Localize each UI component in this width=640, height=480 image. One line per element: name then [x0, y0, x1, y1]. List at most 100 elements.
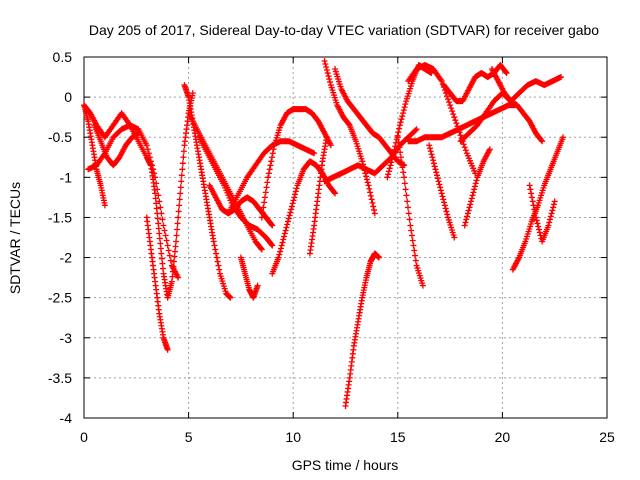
data-point [535, 223, 542, 230]
data-point [528, 190, 535, 197]
y-tick-label: 0.5 [53, 49, 73, 65]
data-point [364, 179, 371, 186]
gridlines [84, 57, 607, 418]
data-point [429, 154, 436, 161]
data-point [152, 190, 159, 197]
plot-frame [83, 56, 608, 419]
data-point [408, 227, 415, 234]
data-point [293, 185, 300, 192]
data-point [528, 194, 535, 201]
data-point [419, 282, 426, 289]
data-point [323, 67, 330, 74]
data-point [265, 174, 272, 181]
series-arc-29 [91, 122, 142, 169]
data-point [443, 208, 450, 215]
data-point [158, 255, 165, 262]
data-point [527, 186, 534, 193]
data-point [269, 150, 276, 157]
data-point [288, 206, 295, 213]
data-point [402, 186, 409, 193]
data-point [427, 148, 434, 155]
data-point [154, 186, 161, 193]
data-point [367, 189, 374, 196]
data-point [164, 242, 171, 249]
data-point [400, 110, 407, 117]
series-arc-14 [321, 58, 378, 217]
data-point [266, 166, 273, 173]
data-point [363, 173, 370, 180]
data-point [428, 70, 435, 77]
data-point [453, 120, 460, 127]
data-point [210, 238, 217, 245]
data-point [322, 61, 329, 68]
x-tick-label: 5 [185, 429, 193, 445]
data-point [168, 278, 175, 285]
series-arc-15 [332, 66, 408, 169]
x-tick-label: 10 [285, 429, 301, 445]
data-point [159, 216, 166, 223]
data-point [177, 190, 184, 197]
data-point [412, 127, 419, 134]
data-point [265, 170, 272, 177]
data-point [408, 232, 415, 239]
data-point [281, 233, 288, 240]
data-point [384, 174, 391, 181]
data-point [371, 210, 378, 217]
data-point [155, 225, 162, 232]
data-point [401, 180, 408, 187]
data-point [538, 137, 545, 144]
series-arc-28 [461, 146, 493, 229]
data-point [288, 203, 295, 210]
data-point [179, 166, 186, 173]
data-points [81, 58, 567, 409]
data-point [472, 180, 479, 187]
data-point [267, 162, 274, 169]
data-point [254, 282, 261, 289]
data-point [439, 193, 446, 200]
data-point [365, 182, 372, 189]
data-point [178, 178, 185, 185]
data-point [276, 251, 283, 258]
data-point [176, 196, 183, 203]
data-point [135, 130, 142, 137]
data-point [146, 154, 153, 161]
data-point [434, 175, 441, 182]
data-point [216, 266, 223, 273]
x-tick-label: 15 [390, 429, 406, 445]
data-point [468, 195, 475, 202]
data-point [326, 76, 333, 83]
data-point [468, 198, 475, 205]
data-point [534, 220, 541, 227]
x-axis-label: GPS time / hours [292, 457, 399, 473]
data-point [144, 146, 151, 153]
data-point [532, 210, 539, 217]
data-point [395, 129, 402, 136]
data-point [211, 242, 218, 249]
data-point [277, 248, 284, 255]
data-point [145, 150, 152, 157]
data-point [269, 242, 276, 249]
data-point [261, 199, 268, 206]
data-point [410, 242, 417, 249]
data-point [465, 207, 472, 214]
data-point [165, 247, 172, 254]
data-point [268, 241, 275, 248]
data-point [551, 198, 558, 205]
data-point [153, 205, 160, 212]
data-point [447, 102, 454, 109]
data-point [174, 220, 181, 227]
data-point [550, 204, 557, 211]
data-point [157, 245, 164, 252]
data-point [269, 154, 276, 161]
x-tick-label: 25 [599, 429, 615, 445]
data-point [152, 174, 159, 181]
data-point [289, 200, 296, 207]
data-point [450, 111, 457, 118]
data-point [529, 198, 536, 205]
data-point [214, 258, 221, 265]
data-point [396, 125, 403, 132]
data-point [170, 258, 177, 265]
y-tick-label: -4 [60, 410, 73, 426]
data-point [371, 206, 378, 213]
data-point [375, 254, 382, 261]
